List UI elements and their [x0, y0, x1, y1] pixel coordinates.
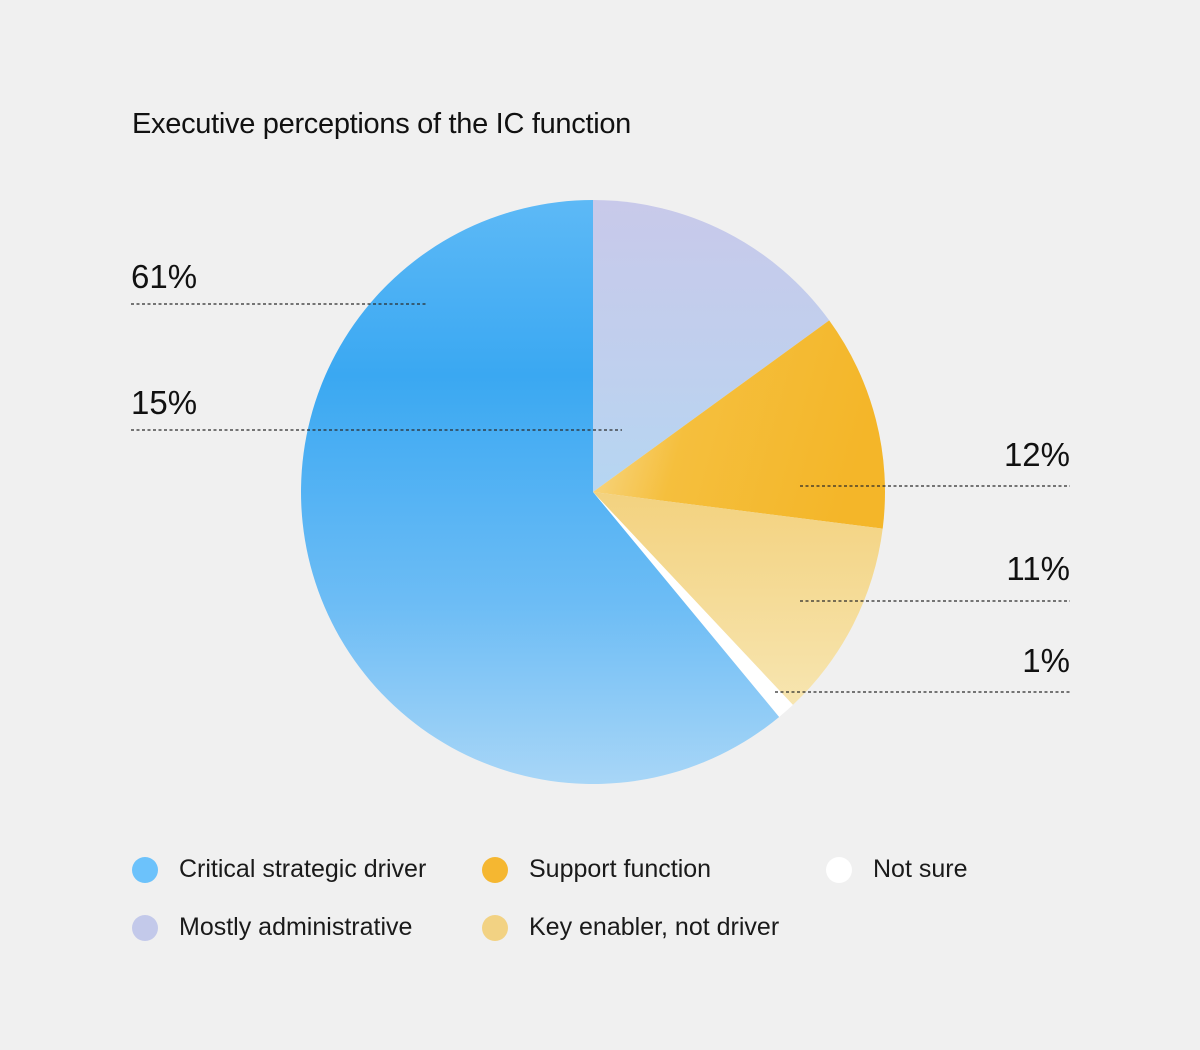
pie-slice-key-enabler-not-driver — [593, 492, 883, 705]
pie-slice-mostly-administrative — [593, 200, 830, 492]
data-label-key-enabler-not-driver: 11% — [1006, 550, 1070, 587]
chart-title: Executive perceptions of the IC function — [132, 108, 632, 140]
pie-slice-not-sure — [593, 492, 793, 717]
data-label-mostly-administrative: 15% — [131, 384, 197, 421]
data-label-critical-strategic-driver: 61% — [131, 258, 197, 295]
pie-slice-support-function — [593, 320, 886, 529]
data-label-not-sure: 1% — [1022, 642, 1070, 679]
data-label-support-function: 12% — [1004, 436, 1070, 473]
pie-slice-critical-strategic-driver — [301, 200, 780, 784]
